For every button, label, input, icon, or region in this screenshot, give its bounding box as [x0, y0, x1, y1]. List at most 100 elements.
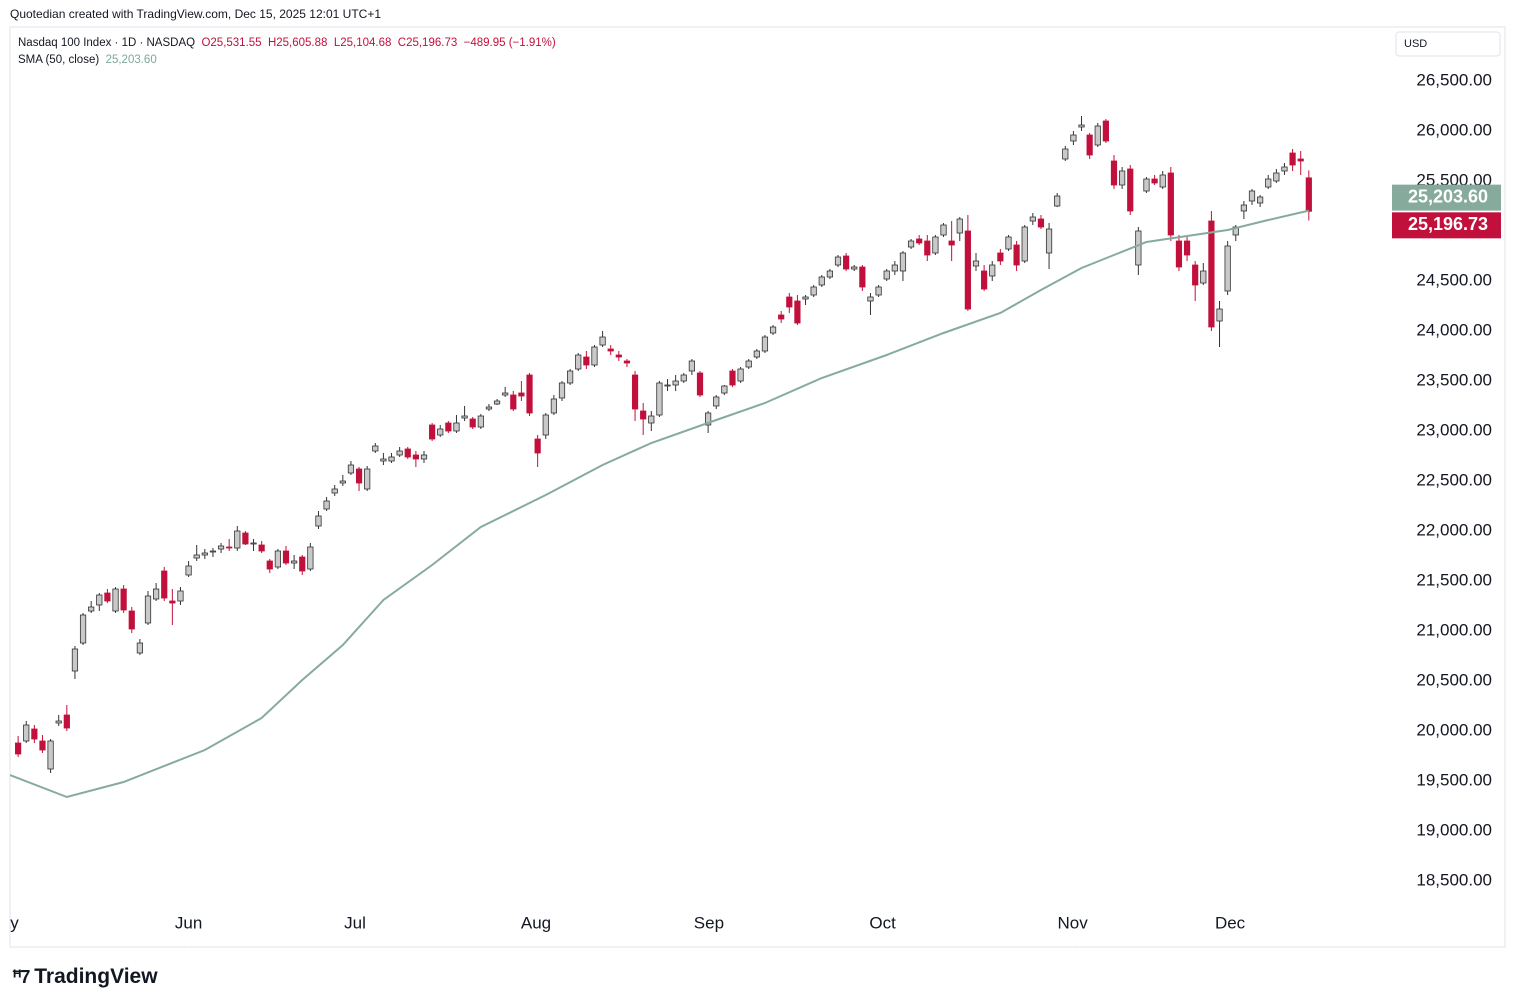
candle-body [96, 594, 103, 606]
candle-body [810, 286, 817, 296]
candle-body [209, 550, 217, 553]
candle-body [1062, 148, 1069, 160]
candle-body [672, 380, 679, 386]
candle-body [429, 424, 436, 440]
candle-body [721, 385, 728, 394]
candle-body [891, 264, 898, 272]
price-tag [1392, 184, 1501, 211]
candle-body [291, 560, 298, 564]
candle-body [1086, 134, 1093, 156]
candle-body [15, 742, 22, 755]
candle-body [380, 458, 387, 462]
x-axis: May Jun Jul Aug Sep Oct Nov Dec [0, 913, 1246, 947]
candle-body [388, 456, 395, 462]
candle-body [347, 464, 355, 474]
x-tick-label: May [0, 913, 19, 932]
candle-body [185, 565, 192, 576]
candle-body [120, 588, 127, 611]
candle-body [1005, 236, 1012, 250]
candle-body [786, 296, 793, 308]
candle-body [705, 412, 712, 426]
candle-body [997, 252, 1004, 262]
x-tick-label: Nov [1057, 913, 1088, 932]
candle-body [453, 422, 460, 432]
candle-body [916, 238, 923, 244]
candle-body [266, 560, 273, 570]
candle-body [404, 448, 411, 458]
candle-body [1265, 178, 1272, 188]
candle-body [1135, 230, 1142, 266]
candle-body [843, 255, 850, 270]
y-tick-label: 18,500.00 [1416, 870, 1492, 889]
candle-body [940, 224, 947, 236]
candle-body [964, 230, 971, 310]
currency: USD [1404, 38, 1427, 50]
candle-body [989, 264, 996, 277]
candle-body [591, 346, 598, 366]
candle-body [583, 356, 590, 366]
candle-body [1110, 160, 1118, 186]
ohlc-line: Nasdaq 100 Index · 1D · NASDAQ O25,531.5… [18, 35, 556, 52]
candle-body [201, 552, 208, 556]
sma-name: SMA (50, close) [18, 54, 100, 66]
candle-body [534, 438, 541, 454]
candle-body [307, 546, 314, 570]
candle-body [859, 266, 866, 288]
candle-body [875, 286, 882, 296]
candle-body [412, 454, 419, 460]
candle-body [104, 592, 111, 602]
candle-body [315, 515, 322, 527]
candle-body [558, 382, 566, 399]
frame [9, 26, 1506, 948]
candle-body [47, 740, 54, 770]
y-tick-label: 19,500.00 [1416, 770, 1492, 789]
x-tick-label: Jun [175, 913, 202, 932]
candle-body [729, 370, 736, 386]
candle-body [745, 360, 752, 368]
candle-body [567, 370, 574, 384]
change: −489.95 (−1.91%) [463, 37, 556, 49]
candle-body [461, 415, 468, 419]
candle-body [769, 326, 777, 334]
candle-body [128, 610, 135, 630]
candle-body [1281, 166, 1288, 172]
candle-body [696, 372, 704, 396]
candle-body [1273, 172, 1280, 182]
header: Quotedian created with TradingView.com, … [10, 7, 381, 21]
candle-body [485, 406, 493, 410]
candle-body [282, 550, 290, 564]
candle-body [826, 270, 833, 278]
candle-body [445, 422, 452, 432]
candle-body [542, 414, 549, 436]
candle-body [648, 415, 655, 424]
y-tick-label: 26,500.00 [1416, 70, 1492, 89]
y-tick-label: 23,000.00 [1416, 420, 1492, 439]
candle-body [1102, 120, 1109, 142]
candle-body [477, 415, 484, 428]
candle-body [1078, 124, 1085, 128]
candle-body [761, 336, 769, 352]
price-tag-label: 25,196.73 [1408, 214, 1488, 234]
candle-body [250, 542, 257, 545]
candle-body [1143, 178, 1150, 192]
x-tick-label: Aug [521, 913, 551, 932]
candle-body [623, 360, 631, 364]
candle-body [493, 400, 501, 405]
plot [10, 116, 1312, 799]
candle-body [972, 260, 980, 267]
x-tick-label: Oct [869, 913, 896, 932]
candle-body [899, 252, 907, 272]
candle-body [948, 240, 955, 246]
title: Nasdaq 100 Index · 1D · NASDAQ [18, 37, 196, 49]
candle-body [1240, 204, 1247, 212]
candle-body [1021, 226, 1028, 262]
candle-body [778, 314, 785, 320]
candle-body [88, 606, 95, 612]
candle-body [177, 590, 184, 602]
candle-body [1208, 220, 1215, 328]
candle-body [161, 570, 168, 599]
candle-body [924, 240, 931, 256]
candle-body [71, 648, 79, 672]
candle-body [1183, 240, 1191, 256]
